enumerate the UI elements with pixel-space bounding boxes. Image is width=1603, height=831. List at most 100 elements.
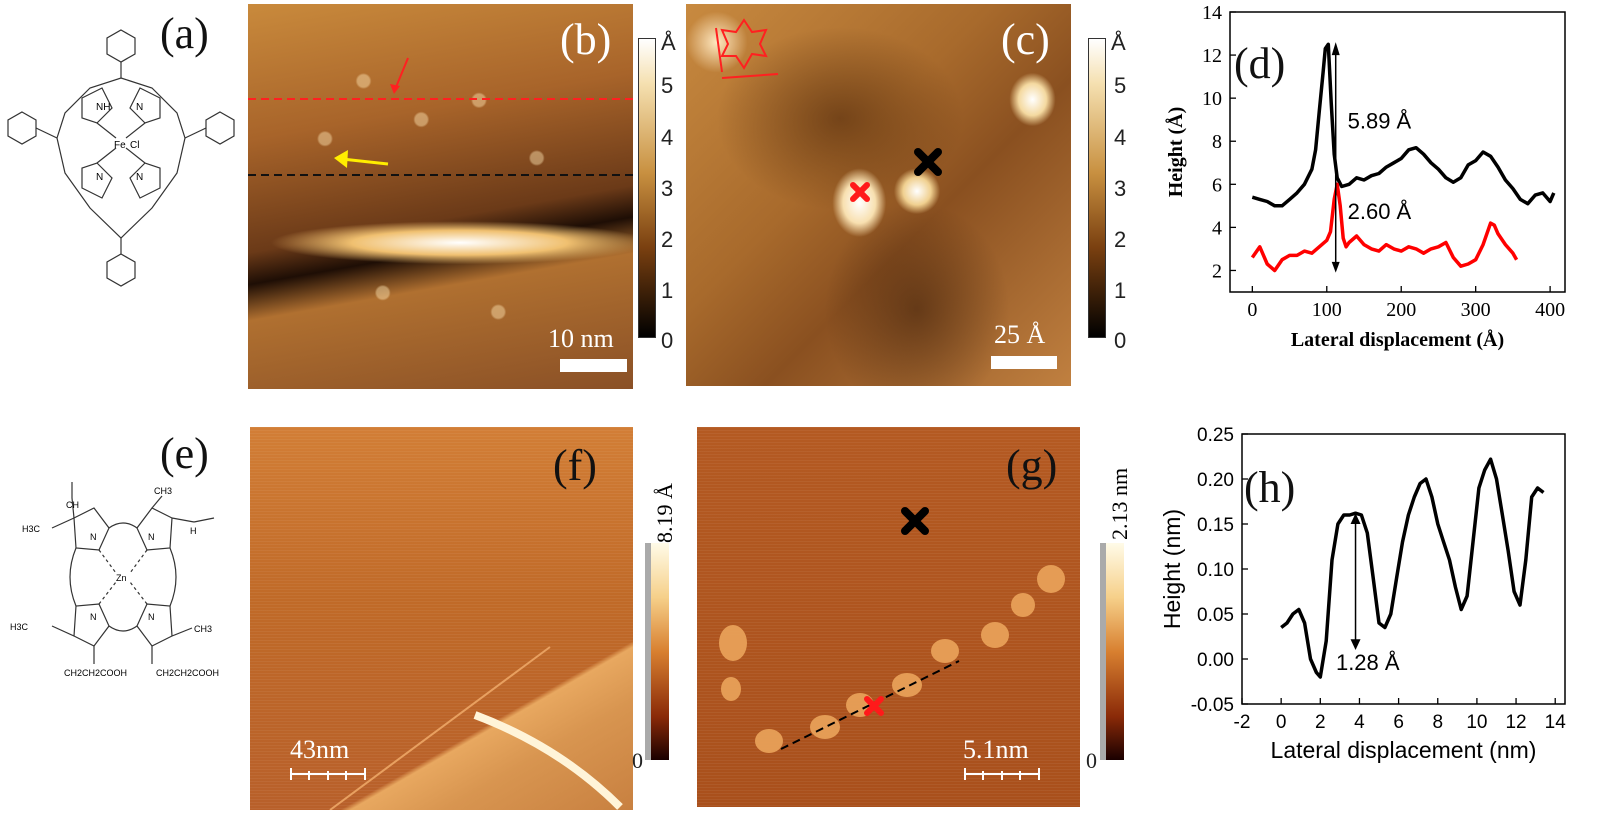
- scale-bar-c: [991, 356, 1057, 369]
- height-profile-chart-d: 0 100 200 300 400 2 4 6 8 10 12 14 Lateral displacem…: [1164, 2, 1566, 351]
- y-tick-label: 14: [1202, 2, 1222, 24]
- colorbar-b-tick-2: 2: [661, 227, 674, 252]
- zn-label: Zn: [116, 573, 127, 583]
- colorbar-b-tick-4: 4: [661, 125, 674, 150]
- scale-bar-label-c: 25 Å: [994, 320, 1046, 349]
- n-label-e3: N: [90, 612, 97, 622]
- zn-porphyrin-structure: CH H CH3 H3C H3C CH3 N N N N Zn CH2CH2CO…: [10, 482, 219, 678]
- colorbar-f: [651, 543, 669, 760]
- n-label-3: N: [136, 172, 143, 183]
- series-line-1: [1250, 182, 1519, 273]
- arrowhead-up: [1331, 42, 1340, 56]
- annotation-2-60: 2.60 Å: [1348, 199, 1412, 224]
- arrowhead-down-h: [1350, 639, 1361, 650]
- scale-bar-label-f: 43nm: [290, 735, 350, 764]
- h3c-label-1: H3C: [22, 524, 41, 534]
- x-axis-label: Lateral displacement (Å): [1291, 328, 1504, 351]
- y-tick-label: 0.25: [1197, 425, 1234, 446]
- black-cross-icon-g: [901, 507, 929, 535]
- stm-image-c: (c) 25 Å: [686, 4, 1071, 386]
- y-tick-label: 0.00: [1197, 650, 1234, 671]
- colorbar-c: [1088, 38, 1106, 338]
- colorbar-g-max-label: 2.13 nm: [1107, 468, 1132, 540]
- scale-bar-g: [964, 768, 1040, 780]
- fe-label: Fe: [114, 140, 126, 151]
- red-cross-icon-g: [864, 696, 884, 716]
- colorbar-b-tick-3: 3: [661, 176, 674, 201]
- stm-image-b: (b) 10 nm: [248, 4, 633, 389]
- colorbar-g: [1106, 543, 1124, 760]
- y-tick-label: 6: [1212, 174, 1222, 196]
- y-tick-label: 0.20: [1197, 470, 1234, 491]
- nh-label: NH: [96, 102, 110, 113]
- y-tick-label: 8: [1212, 131, 1222, 153]
- y-tick-label: 0.10: [1197, 560, 1234, 581]
- x-tick-label: 8: [1432, 712, 1443, 733]
- x-tick-label: 300: [1461, 299, 1491, 321]
- molecule-chain: [719, 565, 1065, 753]
- annotation-1-28: 1.28 Å: [1336, 650, 1400, 675]
- n-label-e1: N: [90, 532, 97, 542]
- afm-image-g: (g) 5.1nm: [697, 427, 1080, 807]
- n-label-1: N: [136, 102, 143, 113]
- y-tick-label: -0.05: [1191, 695, 1234, 716]
- colorbar-b-tick-5: 5: [661, 73, 674, 98]
- afm-image-f: (f) 43nm: [250, 427, 633, 810]
- fibre-feature: [473, 711, 623, 810]
- x-tick-label: 4: [1354, 712, 1365, 733]
- y-tick-label: 0.15: [1197, 515, 1234, 536]
- colorbar-c-tick-4: 4: [1114, 125, 1127, 150]
- cl-label: Cl: [130, 140, 139, 151]
- black-cross-icon: [914, 148, 942, 176]
- red-cross-icon: [850, 182, 870, 202]
- panel-b-label: (b): [560, 15, 612, 64]
- svg-text:2.13 nm: 2.13 nm: [1107, 468, 1132, 540]
- y-tick-label: 2: [1212, 260, 1222, 282]
- x-tick-label: 100: [1312, 299, 1342, 321]
- h-label: H: [190, 526, 197, 536]
- series-line-0: [1280, 457, 1545, 679]
- ch3-label-2: CH3: [194, 624, 212, 634]
- star-marker-icon: [720, 18, 768, 70]
- h3c-label-2: H3C: [10, 622, 29, 632]
- colorbar-b: [638, 38, 656, 338]
- panel-e-label: (e): [160, 429, 209, 478]
- yellow-arrow: [341, 157, 389, 166]
- x-tick-label: 6: [1393, 712, 1404, 733]
- n-label-e4: N: [148, 612, 155, 622]
- ch3-label-1: CH3: [154, 486, 172, 496]
- x-tick-label: 10: [1466, 712, 1487, 733]
- arrowhead-down: [1331, 261, 1340, 273]
- y-tick-label: 0.05: [1197, 605, 1234, 626]
- y-tick-label: 4: [1212, 217, 1222, 239]
- x-tick-label: 0: [1247, 299, 1257, 321]
- fe-porphyrin-structure: NH N N N Fe Cl: [7, 29, 235, 287]
- x-tick-label: 200: [1386, 299, 1416, 321]
- profile-line-g: [780, 660, 960, 750]
- x-tick-label: 400: [1535, 299, 1565, 321]
- panel-d-label: (d): [1234, 39, 1286, 88]
- n-label-e2: N: [148, 532, 155, 542]
- panel-g-label: (g): [1006, 441, 1058, 490]
- scale-bar-label-b: 10 nm: [548, 324, 614, 353]
- colorbar-b-unit: Å: [661, 30, 676, 55]
- arrowhead-up-h: [1350, 513, 1361, 524]
- height-profile-chart-h: -2 0 2 4 6 8 10 12 14 -0.05 0.00 0.05 0.10 0.15 0.20 0.…: [1160, 425, 1566, 763]
- y-tick-label: 10: [1202, 88, 1222, 110]
- x-tick-label: -2: [1234, 712, 1251, 733]
- x-tick-label: 2: [1315, 712, 1326, 733]
- acid-label-2: CH2CH2COOH: [156, 668, 219, 678]
- colorbar-f-min-label: 0: [632, 748, 643, 773]
- series-line-0: [1251, 42, 1556, 208]
- colorbar-b-tick-1: 1: [661, 278, 674, 303]
- scale-bar-label-g: 5.1nm: [963, 735, 1029, 764]
- colorbar-g-min-label: 0: [1086, 748, 1097, 773]
- colorbar-c-unit: Å: [1111, 30, 1126, 55]
- vertical-arrow: [715, 27, 723, 73]
- svg-text:8.19 Å: 8.19 Å: [652, 483, 677, 543]
- plot-frame: [1229, 11, 1566, 293]
- colorbar-c-tick-2: 2: [1114, 227, 1127, 252]
- x-axis-label: Lateral displacement (nm): [1271, 737, 1537, 763]
- x-tick-label: 0: [1276, 712, 1287, 733]
- panel-f-label: (f): [553, 441, 597, 490]
